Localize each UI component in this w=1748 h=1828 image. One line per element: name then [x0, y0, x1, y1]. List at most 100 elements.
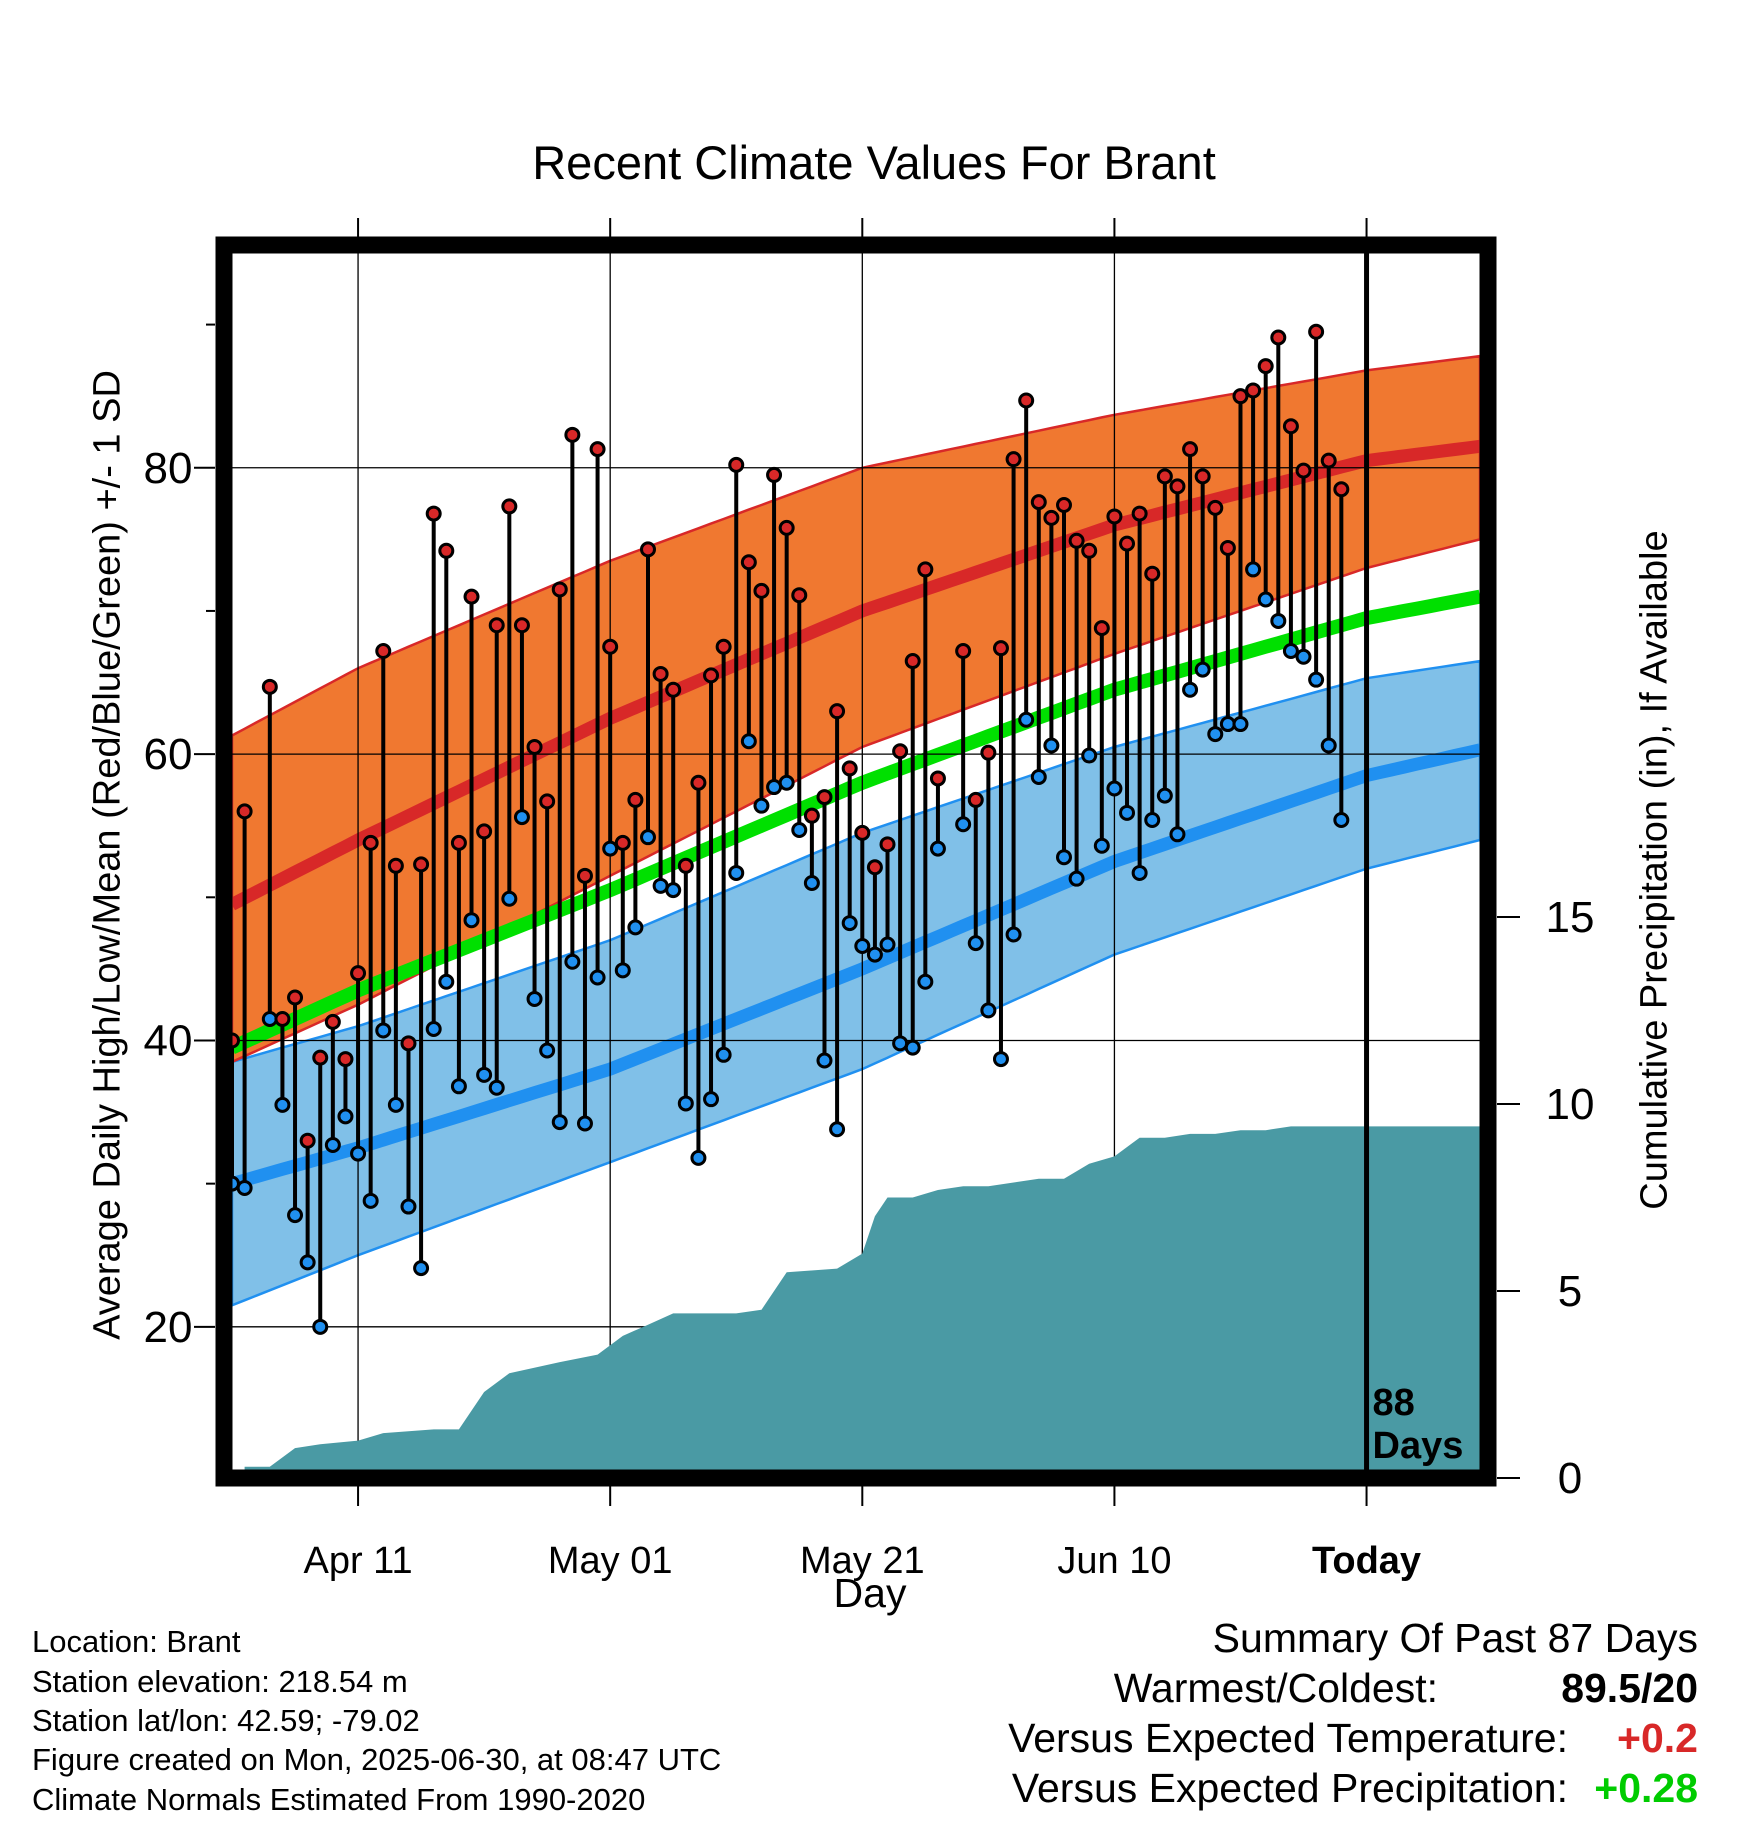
- daily-low-point: [1207, 726, 1224, 743]
- daily-low-point: [1144, 811, 1161, 828]
- daily-low-point: [324, 1136, 341, 1153]
- daily-low-point: [1270, 612, 1287, 629]
- daily-high-point: [1194, 468, 1211, 485]
- daily-low-point: [816, 1052, 833, 1069]
- daily-low-point: [1030, 769, 1047, 786]
- daily-high-point: [917, 561, 934, 578]
- daily-low-point: [677, 1095, 694, 1112]
- daily-low-point: [879, 936, 896, 953]
- y-axis-label-left: Average Daily High/Low/Mean (Red/Blue/Gr…: [86, 370, 129, 1340]
- daily-high-point: [1333, 481, 1350, 498]
- daily-low-point: [728, 864, 745, 881]
- daily-low-point: [929, 840, 946, 857]
- daily-low-point: [463, 912, 480, 929]
- daily-high-point: [602, 638, 619, 655]
- daily-high-point: [627, 791, 644, 808]
- daily-low-point: [1056, 849, 1072, 866]
- daily-low-point: [1169, 826, 1186, 843]
- daily-low-point: [236, 1179, 253, 1196]
- daily-high-point: [463, 588, 480, 605]
- daily-low-point: [955, 816, 972, 833]
- daily-high-point: [740, 554, 757, 571]
- daily-high-point: [728, 456, 745, 473]
- daily-low-point: [375, 1022, 392, 1039]
- y-axis-label-right: Cumulative Precipitation (in), If Availa…: [1633, 530, 1676, 1210]
- daily-high-point: [312, 1049, 329, 1066]
- daily-low-point: [740, 733, 757, 750]
- daily-high-point: [1308, 323, 1325, 340]
- daily-high-point: [526, 738, 543, 755]
- summary-warm-cold-value: 89.5/20: [1561, 1665, 1698, 1711]
- daily-low-point: [526, 990, 543, 1007]
- high-normal-line: [229, 439, 1481, 911]
- daily-low-point: [337, 1108, 354, 1125]
- x-tick-label: Jun 10: [1057, 1540, 1171, 1582]
- daily-high-point: [955, 643, 972, 660]
- daily-high-point: [1005, 451, 1022, 468]
- daily-high-point: [904, 653, 921, 670]
- daily-low-point: [803, 874, 820, 891]
- daily-low-point: [627, 919, 644, 936]
- daily-high-point: [791, 587, 808, 604]
- daily-high-point: [1081, 542, 1098, 559]
- daily-low-point: [602, 840, 619, 857]
- daily-high-point: [1295, 462, 1312, 479]
- daily-high-point: [1043, 509, 1060, 526]
- plot-frame: [215, 236, 1497, 1487]
- x-tick-label: May 01: [548, 1540, 673, 1582]
- x-axis-label: Day: [833, 1570, 907, 1616]
- y-tick-label-left: 40: [144, 1016, 193, 1065]
- daily-low-point: [1308, 671, 1325, 688]
- y-tick-label-left: 60: [144, 730, 193, 779]
- footer-created: Figure created on Mon, 2025-06-30, at 08…: [32, 1742, 722, 1777]
- daily-low-point: [513, 809, 530, 826]
- daily-high-point: [350, 965, 367, 982]
- daily-high-point: [1144, 565, 1161, 582]
- daily-high-point: [564, 426, 581, 443]
- daily-high-point: [438, 542, 455, 559]
- daily-high-point: [992, 640, 1009, 657]
- daily-low-point: [1156, 787, 1173, 804]
- daily-low-point: [551, 1114, 568, 1131]
- daily-high-point: [488, 617, 505, 634]
- daily-high-point: [450, 834, 467, 851]
- daily-low-point: [438, 973, 455, 990]
- daily-low-point: [299, 1254, 316, 1271]
- daily-low-point: [753, 797, 770, 814]
- footer-location: Location: Brant: [32, 1624, 241, 1659]
- daily-low-point: [778, 774, 795, 791]
- daily-low-point: [1257, 591, 1274, 608]
- summary-temp-value: +0.2: [1617, 1715, 1698, 1761]
- days-count-label: 88: [1373, 1382, 1415, 1424]
- summary-heading: Summary Of Past 87 Days: [1212, 1615, 1698, 1661]
- daily-high-point: [866, 859, 883, 876]
- daily-low-point: [1320, 737, 1337, 754]
- axis-ticks: [194, 218, 1520, 1506]
- daily-low-point: [992, 1051, 1009, 1068]
- low-normal-line: [230, 743, 1482, 1190]
- x-tick-label: Apr 11: [303, 1540, 412, 1582]
- daily-high-point: [829, 703, 846, 720]
- daily-low-point: [866, 946, 883, 963]
- daily-low-point: [829, 1121, 846, 1138]
- daily-high-point: [715, 638, 732, 655]
- daily-low-point: [274, 1096, 291, 1113]
- daily-high-point: [980, 744, 997, 761]
- observed-values: [224, 253, 1370, 1470]
- daily-high-point: [1320, 452, 1337, 469]
- daily-low-point: [917, 973, 934, 990]
- daily-high-point: [1093, 620, 1110, 637]
- daily-low-point: [450, 1078, 467, 1095]
- daily-high-point: [362, 834, 379, 851]
- daily-low-point: [690, 1149, 707, 1166]
- daily-high-point: [1207, 499, 1224, 516]
- daily-low-point: [564, 953, 581, 970]
- daily-low-point: [614, 962, 631, 979]
- daily-high-point: [400, 1035, 417, 1052]
- daily-low-point: [539, 1042, 556, 1059]
- daily-low-point: [287, 1207, 304, 1224]
- daily-high-point: [287, 989, 304, 1006]
- daily-low-point: [1219, 716, 1236, 733]
- daily-high-point: [841, 760, 858, 777]
- daily-high-point: [1282, 418, 1299, 435]
